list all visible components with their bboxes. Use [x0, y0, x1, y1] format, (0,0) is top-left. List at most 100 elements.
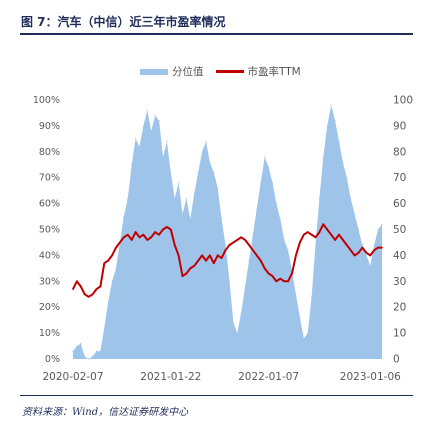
percentile-point-25	[170, 171, 172, 174]
percentile-point-53	[279, 218, 281, 220]
percentile-point-50	[268, 166, 270, 168]
percentile-point-49	[264, 156, 266, 158]
pe-ttm-point-24	[166, 226, 168, 228]
pe-ttm-point-46	[252, 249, 254, 251]
percentile-point-20	[150, 130, 152, 132]
right-axis-tick-label: 40	[393, 250, 406, 262]
source-rule	[20, 395, 413, 396]
chart-legend: 分位值 市盈率TTM	[140, 64, 313, 79]
pe-ttm-point-71	[349, 249, 352, 251]
pe-ttm-point-13	[123, 236, 125, 239]
pe-ttm-point-2	[80, 285, 82, 288]
percentile-point-17	[138, 146, 141, 148]
right-axis-tick-label: 80	[393, 146, 406, 158]
pe-ttm-point-9	[107, 259, 109, 262]
percentile-point-52	[275, 203, 277, 205]
pe-ttm-point-31	[193, 265, 196, 267]
left-axis-tick-label: 80%	[39, 147, 60, 158]
percentile-point-79	[381, 223, 383, 225]
percentile-point-66	[330, 104, 332, 106]
percentile-point-0	[72, 350, 74, 352]
pe-ttm-point-69	[342, 239, 344, 241]
percentile-point-77	[373, 244, 375, 246]
percentile-point-67	[334, 120, 336, 122]
pe-ttm-point-3	[83, 293, 86, 296]
percentile-point-28	[181, 213, 184, 215]
figure-title: 图 7：汽车（中信）近三年市盈率情况	[21, 15, 226, 29]
pe-ttm-point-49	[263, 267, 266, 270]
pe-ttm-point-28	[181, 275, 184, 277]
percentile-point-59	[303, 337, 305, 339]
pe-ttm-point-35	[209, 254, 211, 257]
percentile-point-5	[92, 355, 94, 357]
pe-ttm-point-62	[314, 236, 317, 239]
left-axis-tick-label: 40%	[39, 250, 60, 261]
percentile-point-21	[154, 114, 156, 117]
pe-ttm-point-58	[299, 241, 301, 244]
pe-ttm-point-68	[338, 233, 340, 236]
pe-ttm-point-12	[119, 241, 121, 244]
percentile-point-8	[103, 327, 105, 329]
pe-ttm-point-4	[87, 296, 90, 298]
percentile-point-38	[221, 218, 223, 220]
pe-ttm-point-10	[111, 254, 113, 257]
percentile-point-51	[271, 182, 274, 184]
percentile-point-41	[232, 322, 234, 324]
pe-ttm-point-44	[244, 239, 246, 241]
left-axis-tick-label: 30%	[39, 276, 60, 287]
pe-ttm-point-73	[357, 252, 360, 254]
percentile-point-76	[369, 265, 371, 267]
pe-ttm-point-54	[283, 280, 286, 283]
pe-ttm-point-52	[275, 280, 278, 283]
pe-ttm-point-8	[103, 262, 106, 265]
pe-ttm-point-21	[154, 231, 156, 233]
percentile-point-47	[256, 208, 258, 210]
percentile-point-16	[135, 138, 137, 140]
percentile-point-2	[80, 342, 82, 345]
percentile-point-57	[295, 293, 297, 295]
right-axis-tick-label: 20	[393, 302, 406, 314]
pe-ttm-point-42	[236, 239, 239, 241]
percentile-point-54	[283, 239, 285, 241]
percentile-point-35	[209, 161, 211, 163]
percentile-point-23	[162, 156, 164, 158]
percentile-point-46	[252, 234, 254, 236]
percentile-point-6	[95, 350, 98, 352]
pe-ttm-point-1	[76, 280, 78, 283]
x-axis-tick-label: 2023-01-06	[340, 371, 401, 383]
right-axis-tick-label: 10	[393, 328, 406, 340]
pe-ttm-point-38	[220, 257, 223, 259]
percentile-point-24	[166, 140, 168, 142]
pe-ttm-point-59	[303, 233, 305, 236]
percentile-point-27	[178, 182, 180, 184]
series-area-percentile	[73, 105, 382, 359]
pe-ttm-point-16	[134, 231, 137, 233]
percentile-point-64	[322, 156, 324, 158]
x-axis-tick-label: 2021-01-22	[140, 371, 201, 383]
percentile-point-65	[326, 125, 328, 127]
percentile-point-18	[142, 125, 144, 127]
pe-ttm-point-48	[259, 259, 262, 262]
pe-ttm-point-15	[130, 239, 133, 241]
percentile-point-61	[311, 296, 313, 298]
percentile-point-48	[260, 182, 262, 184]
percentile-point-78	[377, 228, 379, 231]
pe-ttm-point-26	[173, 244, 176, 246]
pe-ttm-point-11	[115, 246, 117, 249]
pe-ttm-point-78	[377, 246, 379, 249]
pe-ttm-point-55	[287, 280, 289, 283]
percentile-point-30	[189, 218, 191, 220]
pe-ttm-point-41	[232, 241, 235, 244]
percentile-point-71	[350, 197, 352, 199]
pe-ttm-point-30	[189, 267, 192, 270]
pe-ttm-point-0	[72, 288, 74, 290]
pe-ttm-point-45	[248, 244, 250, 246]
pe-ttm-point-40	[228, 244, 231, 246]
right-axis-tick-label: 50	[393, 224, 406, 236]
left-axis-tick-label: 60%	[39, 199, 60, 210]
percentile-point-43	[240, 311, 242, 313]
percentile-point-26	[174, 197, 176, 199]
percentile-point-45	[248, 260, 250, 262]
pe-ttm-point-37	[216, 254, 219, 257]
percentile-point-4	[88, 358, 90, 360]
